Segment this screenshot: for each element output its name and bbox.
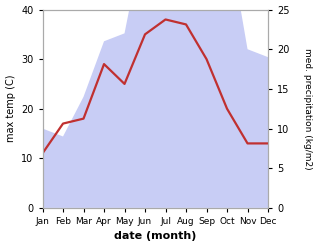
X-axis label: date (month): date (month)	[114, 231, 197, 242]
Y-axis label: max temp (C): max temp (C)	[5, 75, 16, 143]
Y-axis label: med. precipitation (kg/m2): med. precipitation (kg/m2)	[303, 48, 313, 169]
